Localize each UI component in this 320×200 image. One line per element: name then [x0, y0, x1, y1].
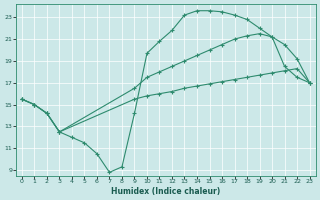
- X-axis label: Humidex (Indice chaleur): Humidex (Indice chaleur): [111, 187, 220, 196]
